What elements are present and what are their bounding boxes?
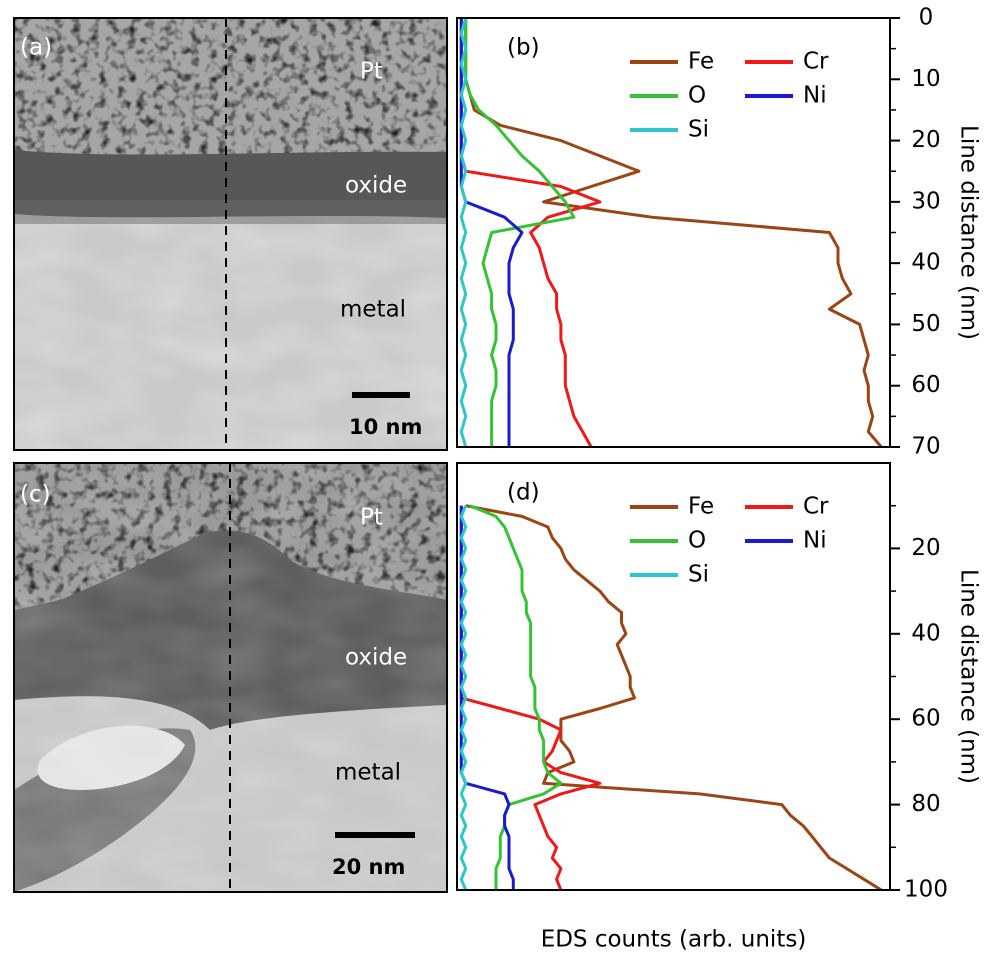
legend-label: O (688, 83, 706, 109)
series-line (459, 17, 468, 448)
panel-label: (c) (20, 482, 51, 508)
series-line (459, 505, 468, 891)
panel-label: (d) (507, 480, 540, 506)
y-tick-label: 40 (911, 250, 940, 276)
frame (13, 17, 448, 451)
series-line (459, 505, 602, 891)
series-line (459, 505, 515, 890)
y-axis-label: Line distance (nm) (956, 125, 982, 340)
series-line (464, 18, 576, 447)
y-tick-label: 60 (911, 372, 940, 398)
legend-label: Si (688, 117, 709, 143)
panel-label: (b) (507, 35, 540, 61)
y-tick-label: 70 (911, 434, 940, 460)
layer-label: oxide (345, 645, 407, 671)
micrograph-a (14, 18, 447, 450)
legend-label: Cr (803, 49, 829, 75)
y-tick-label: 20 (911, 535, 940, 561)
legend-label: O (688, 528, 706, 554)
y-tick-label: 80 (911, 791, 940, 817)
series-line (459, 18, 602, 448)
layer-label: oxide (345, 173, 407, 199)
y-tick-label: 20 (911, 127, 940, 153)
legend-label: Cr (803, 494, 829, 520)
legend-label: Ni (803, 83, 827, 109)
layer-label: metal (335, 760, 401, 786)
legend-label: Fe (688, 49, 714, 75)
legend-label: Ni (803, 528, 827, 554)
layer-label: Pt (360, 59, 383, 85)
legend-label: Fe (688, 494, 714, 520)
series-line (465, 504, 883, 892)
y-tick-label: 100 (904, 877, 948, 903)
layer-label: Pt (360, 505, 383, 531)
layer-label: metal (340, 297, 406, 323)
y-tick-label: 60 (911, 706, 940, 732)
scale-label: 20 nm (332, 855, 405, 879)
x-axis-label: EDS counts (arb. units) (541, 927, 807, 953)
y-tick-label: 40 (911, 620, 940, 646)
legend-label: Si (688, 562, 709, 588)
y-tick-label: 50 (911, 311, 940, 337)
y-axis-label: Line distance (nm) (956, 569, 982, 784)
panel-label: (a) (20, 35, 52, 61)
y-tick-label: 30 (911, 188, 940, 214)
y-tick-label: 10 (911, 66, 940, 92)
y-tick-label: 0 (919, 5, 934, 31)
scale-label: 10 nm (349, 415, 422, 439)
